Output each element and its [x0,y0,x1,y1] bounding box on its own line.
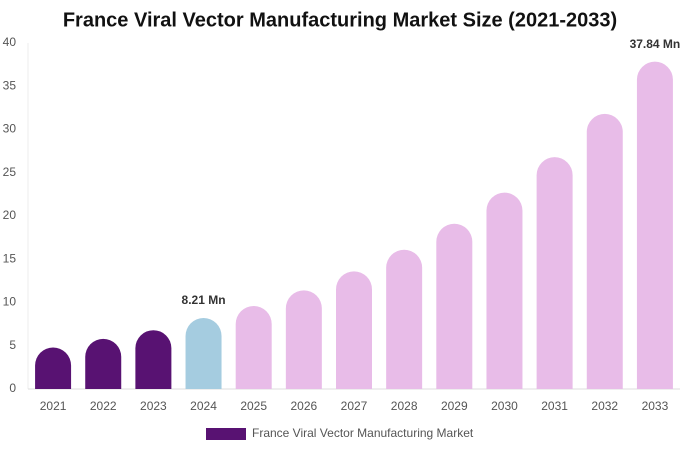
bar [85,338,122,389]
bar [436,223,473,389]
y-tick-label: 10 [3,295,17,309]
x-tick-label: 2028 [391,399,418,413]
x-tick-label: 2023 [140,399,167,413]
y-tick-label: 0 [9,381,16,395]
bar [235,305,272,389]
x-tick-label: 2029 [441,399,468,413]
value-label: 8.21 Mn [182,293,226,307]
legend-swatch [206,428,246,440]
bar [336,271,372,389]
x-tick-label: 2026 [290,399,317,413]
bar [185,317,222,389]
x-tick-label: 2032 [591,399,618,413]
bar [35,347,72,389]
bar [386,249,423,389]
y-tick-label: 30 [3,122,17,136]
x-tick-label: 2027 [341,399,368,413]
bar [636,61,673,390]
y-tick-label: 20 [3,208,17,222]
x-tick-label: 2024 [190,399,217,413]
bar [536,157,573,389]
bar [135,330,172,389]
bar [486,192,523,389]
x-tick-label: 2033 [642,399,669,413]
x-tick-label: 2030 [491,399,518,413]
x-tick-label: 2031 [541,399,568,413]
y-tick-label: 25 [3,165,17,179]
bar [586,113,623,389]
value-label: 37.84 Mn [630,37,680,51]
legend-label: France Viral Vector Manufacturing Market [252,426,474,440]
y-tick-label: 35 [3,78,17,92]
chart-title: France Viral Vector Manufacturing Market… [63,9,617,31]
x-tick-label: 2021 [40,399,67,413]
y-tick-label: 15 [3,251,17,265]
y-tick-label: 40 [3,35,17,49]
x-tick-label: 2022 [90,399,117,413]
bar [285,290,322,389]
x-tick-label: 2025 [240,399,267,413]
y-tick-label: 5 [9,338,16,352]
